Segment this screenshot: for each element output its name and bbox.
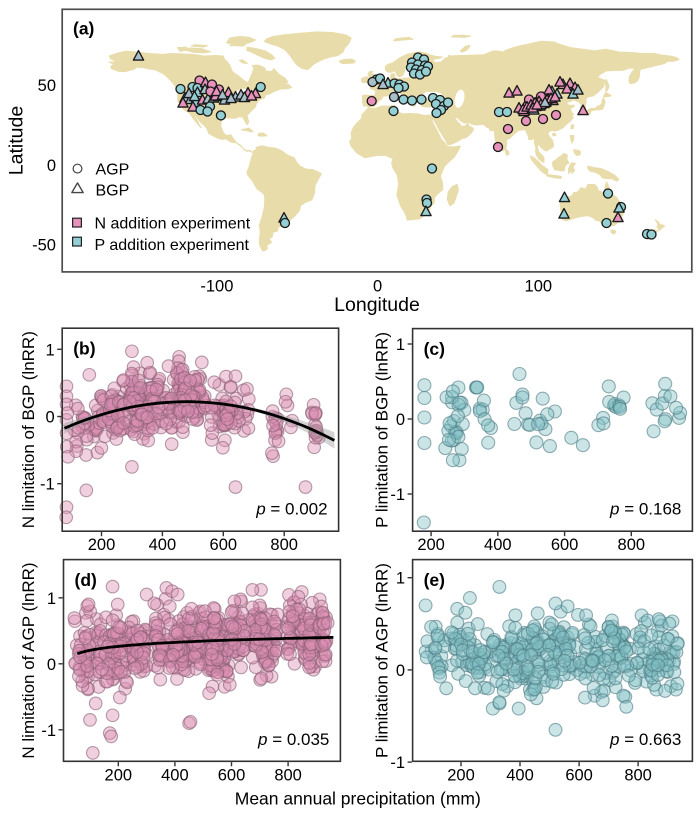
svg-text:1: 1 — [46, 341, 55, 359]
svg-text:P addition experiment: P addition experiment — [95, 237, 250, 254]
svg-text:600: 600 — [210, 536, 238, 554]
svg-text:0: 0 — [396, 662, 405, 680]
svg-text:50: 50 — [38, 77, 56, 95]
svg-text:Longitude: Longitude — [334, 294, 420, 316]
svg-text:800: 800 — [624, 766, 652, 784]
svg-text:(c): (c) — [424, 339, 445, 359]
svg-text:p = 0.168: p = 0.168 — [609, 500, 681, 519]
svg-text:-1: -1 — [390, 754, 405, 772]
svg-text:100: 100 — [525, 278, 553, 296]
svg-text:Mean annual precipitation (mm): Mean annual precipitation (mm) — [235, 789, 481, 809]
svg-text:200: 200 — [88, 536, 116, 554]
svg-text:600: 600 — [551, 536, 579, 554]
svg-text:800: 800 — [270, 536, 298, 554]
svg-text:1: 1 — [47, 590, 56, 608]
svg-text:400: 400 — [149, 536, 177, 554]
svg-text:0: 0 — [47, 157, 56, 175]
svg-text:-100: -100 — [200, 278, 233, 296]
svg-text:N limitation of BGP (lnRR): N limitation of BGP (lnRR) — [19, 331, 38, 528]
svg-text:600: 600 — [218, 766, 246, 784]
svg-text:(b): (b) — [73, 339, 95, 359]
svg-text:800: 800 — [618, 536, 646, 554]
svg-text:N addition experiment: N addition experiment — [95, 216, 251, 233]
svg-text:p = 0.663: p = 0.663 — [609, 730, 681, 749]
svg-text:(a): (a) — [73, 19, 94, 39]
svg-text:400: 400 — [161, 766, 189, 784]
svg-text:600: 600 — [565, 766, 593, 784]
svg-text:-1: -1 — [390, 486, 405, 504]
svg-text:200: 200 — [105, 766, 133, 784]
svg-text:AGP: AGP — [96, 162, 130, 179]
svg-text:200: 200 — [417, 536, 445, 554]
svg-text:(e): (e) — [424, 570, 445, 590]
svg-text:0: 0 — [373, 278, 382, 296]
svg-text:0: 0 — [46, 409, 55, 427]
svg-text:1: 1 — [396, 570, 405, 588]
svg-text:-50: -50 — [32, 237, 56, 255]
svg-text:0: 0 — [396, 411, 405, 429]
svg-text:P limitation of BGP (lnRR): P limitation of BGP (lnRR) — [373, 332, 392, 528]
svg-text:400: 400 — [484, 536, 512, 554]
svg-text:N limitation of AGP (lnRR): N limitation of AGP (lnRR) — [19, 562, 38, 758]
svg-text:-1: -1 — [41, 722, 56, 740]
svg-text:P limitation of AGP (lnRR): P limitation of AGP (lnRR) — [373, 563, 392, 758]
svg-text:p = 0.035: p = 0.035 — [257, 730, 329, 749]
svg-text:800: 800 — [274, 766, 302, 784]
svg-text:(d): (d) — [75, 570, 97, 590]
svg-text:Latitude: Latitude — [6, 106, 28, 175]
svg-text:p = 0.002: p = 0.002 — [255, 500, 327, 519]
svg-text:0: 0 — [47, 656, 56, 674]
svg-text:BGP: BGP — [96, 183, 130, 200]
svg-text:400: 400 — [506, 766, 534, 784]
svg-text:-1: -1 — [40, 476, 55, 494]
svg-text:200: 200 — [447, 766, 475, 784]
svg-text:1: 1 — [396, 336, 405, 354]
